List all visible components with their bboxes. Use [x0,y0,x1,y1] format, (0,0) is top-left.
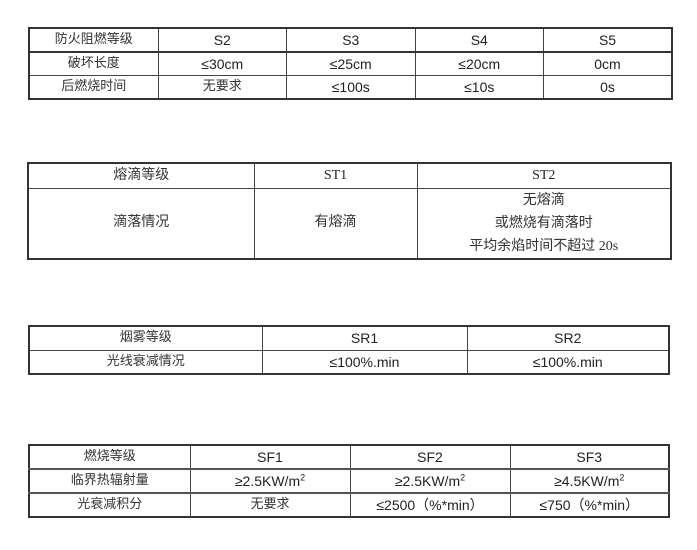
exponent: 2 [300,472,306,483]
table-row: 后燃烧时间 无要求 ≤100s ≤10s 0s [28,75,673,100]
header-cell: SF1 [189,444,351,470]
exponent: 2 [460,472,466,483]
table-cell: ≥2.5KW/m2 [189,468,351,494]
table-cell: 有熔滴 [253,187,418,259]
table-header-row: 熔滴等级 ST1 ST2 [27,162,672,189]
header-cell: S3 [286,27,416,54]
table-cell: ≥2.5KW/m2 [349,468,511,494]
cell-line: 平均余焰时间不超过 20s [469,238,619,254]
header-cell: S2 [157,27,287,54]
table-cell: ≥4.5KW/m2 [509,468,670,494]
table-cell: ≤2500（%*min） [349,492,511,518]
header-cell: S5 [543,27,673,54]
header-cell: 防火阻燃等级 [28,27,159,54]
table-row: 破坏长度 ≤30cm ≤25cm ≤20cm 0cm [28,51,673,77]
dripping-grade-table: 熔滴等级 ST1 ST2 滴落情况 有熔滴 无熔滴 或燃烧有滴落时 平均余焰时间… [27,162,672,260]
table-cell: ≤100s [286,75,416,100]
table-cell: 无熔滴 或燃烧有滴落时 平均余焰时间不超过 20s [416,187,672,259]
table-cell: 无要求 [157,75,287,100]
burning-grade-table: 燃烧等级 SF1 SF2 SF3 临界热辐射量 ≥2.5KW/m2 ≥2.5KW… [28,444,670,518]
header-cell: SF2 [349,444,511,470]
header-cell: SR2 [466,325,670,351]
header-cell: 熔滴等级 [27,162,255,189]
table-cell: 0cm [543,51,673,77]
table-cell: ≤100%.min [466,349,670,375]
header-cell: 燃烧等级 [28,444,191,470]
cell-line: 无熔滴 [522,192,565,208]
smoke-grade-table: 烟雾等级 SR1 SR2 光线衰减情况 ≤100%.min ≤100%.min [28,325,670,375]
table-row: 光线衰减情况 ≤100%.min ≤100%.min [28,349,670,375]
table-row: 滴落情况 有熔滴 无熔滴 或燃烧有滴落时 平均余焰时间不超过 20s [27,187,672,259]
table-header-row: 防火阻燃等级 S2 S3 S4 S5 [28,27,673,54]
exponent: 2 [619,472,625,483]
row-label: 破坏长度 [28,51,159,77]
row-label: 临界热辐射量 [28,468,191,494]
table-row: 光衰减积分 无要求 ≤2500（%*min） ≤750（%*min） [28,492,670,518]
table-cell: ≤10s [414,75,544,100]
header-cell: SF3 [509,444,670,470]
table-header-row: 烟雾等级 SR1 SR2 [28,325,670,351]
table-cell: ≤750（%*min） [509,492,670,518]
row-label: 光衰减积分 [28,492,191,518]
table-cell: ≤25cm [286,51,416,77]
header-cell: S4 [414,27,544,54]
header-cell: ST2 [416,162,672,189]
cell-line: 或燃烧有滴落时 [494,215,593,231]
row-label: 滴落情况 [27,187,255,259]
header-cell: ST1 [253,162,418,189]
header-cell: 烟雾等级 [28,325,263,351]
row-label: 光线衰减情况 [28,349,263,375]
table-cell: ≤20cm [414,51,544,77]
flame-retardant-grade-table: 防火阻燃等级 S2 S3 S4 S5 破坏长度 ≤30cm ≤25cm ≤20c… [28,27,673,100]
header-cell: SR1 [261,325,468,351]
cell-value: ≥2.5KW/m [394,473,461,489]
table-cell: 无要求 [189,492,351,518]
row-label: 后燃烧时间 [28,75,159,100]
table-row: 临界热辐射量 ≥2.5KW/m2 ≥2.5KW/m2 ≥4.5KW/m2 [28,468,670,494]
cell-value: ≥2.5KW/m [234,473,301,489]
cell-value: ≥4.5KW/m [554,473,620,489]
table-cell: ≤100%.min [261,349,468,375]
table-cell: ≤30cm [157,51,287,77]
table-cell: 0s [543,75,673,100]
table-header-row: 燃烧等级 SF1 SF2 SF3 [28,444,670,470]
